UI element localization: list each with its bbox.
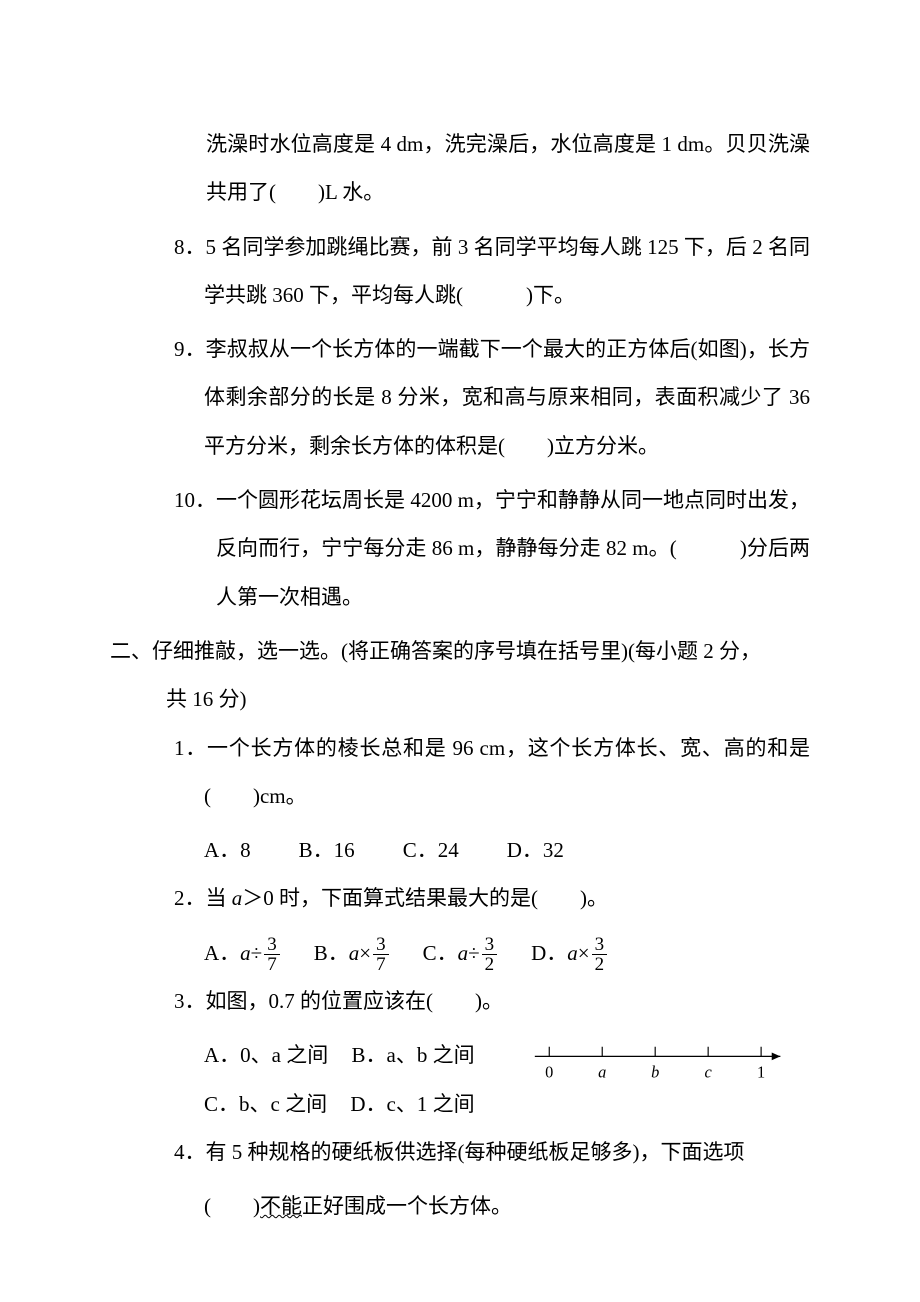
frac-num: 3 (482, 935, 498, 955)
s2q3-num: 3． (174, 989, 206, 1013)
s2q3-opts-row2: C．b、c 之间 D．c、1 之间 (204, 1080, 530, 1128)
svg-text:a: a (598, 1063, 606, 1082)
s2q3-opt-a: A．0、a 之间 (204, 1043, 328, 1067)
s2q2-opt-b-var: a (349, 941, 360, 965)
s2q3-opt-c: C．b、c 之间 (204, 1092, 327, 1116)
section2-cont: 共 16 分) (166, 687, 247, 711)
q7-continuation: 洗澡时水位高度是 4 dm，洗完澡后，水位高度是 1 dm。贝贝洗澡共用了( )… (110, 120, 810, 217)
s2q2-opt-c-op: ÷ (468, 941, 480, 965)
fraction-icon: 37 (264, 935, 280, 974)
s2q3-text: 如图，0.7 的位置应该在( )。 (206, 989, 504, 1013)
s2q3-row: A．0、a 之间 B．a、b 之间 C．b、c 之间 D．c、1 之间 0 a b c… (110, 1031, 810, 1128)
s2q2-post: ＞0 时，下面算式结果最大的是( )。 (242, 886, 608, 910)
s2q2-var: a (232, 886, 243, 910)
s2q4-tail: 正好围成一个长方体。 (302, 1194, 512, 1218)
s2q1-opt-a: A．8 (204, 826, 251, 874)
s2q2-options: A．a÷37 B．a×37 C．a÷32 D．a×32 (110, 929, 810, 977)
s2q4-blank: ( ) (204, 1194, 260, 1218)
s2q1: 1．一个长方体的棱长总和是 96 cm，这个长方体长、宽、高的和是( )cm。 (110, 724, 810, 821)
svg-text:0: 0 (545, 1063, 553, 1082)
frac-num: 3 (373, 935, 389, 955)
q10: 10．一个圆形花坛周长是 4200 m，宁宁和静静从同一地点同时出发，反向而行，… (110, 476, 810, 621)
q10-text: 一个圆形花坛周长是 4200 m，宁宁和静静从同一地点同时出发，反向而行，宁宁每… (216, 488, 810, 609)
section2-heading-cont: 共 16 分) (110, 675, 810, 723)
frac-den: 7 (373, 955, 389, 974)
s2q3-opt-d: D．c、1 之间 (350, 1092, 474, 1116)
s2q2-opt-a-var: a (240, 941, 251, 965)
s2q4: 4．有 5 种规格的硬纸板供选择(每种硬纸板足够多)，下面选项 (110, 1128, 810, 1176)
s2q2-opt-d-var: a (567, 941, 578, 965)
fraction-icon: 37 (373, 935, 389, 974)
s2q3-options: A．0、a 之间 B．a、b 之间 C．b、c 之间 D．c、1 之间 (204, 1031, 530, 1128)
q9-text: 李叔叔从一个长方体的一端截下一个最大的正方体后(如图)，长方体剩余部分的长是 8… (204, 337, 810, 458)
fraction-icon: 32 (482, 935, 498, 974)
s2q2-opt-d-label: D． (531, 941, 567, 965)
s2q2: 2．当 a＞0 时，下面算式结果最大的是( )。 (110, 874, 810, 922)
s2q1-opt-c: C．24 (403, 826, 459, 874)
s2q2-opt-b-label: B． (314, 941, 349, 965)
q9: 9．李叔叔从一个长方体的一端截下一个最大的正方体后(如图)，长方体剩余部分的长是… (110, 325, 810, 470)
section2-title: 二、仔细推敲，选一选。(将正确答案的序号填在括号里)(每小题 2 分， (110, 639, 761, 663)
s2q4-emph: 不能 (260, 1194, 302, 1218)
s2q2-opt-a-label: A． (204, 941, 240, 965)
s2q4-line1: 有 5 种规格的硬纸板供选择(每种硬纸板足够多)，下面选项 (206, 1140, 745, 1164)
numberline-icon: 0 a b c 1 (530, 1041, 790, 1091)
s2q2-num: 2． (174, 886, 206, 910)
q8: 8．5 名同学参加跳绳比赛，前 3 名同学平均每人跳 125 下，后 2 名同学… (110, 223, 810, 320)
q7-text: 洗澡时水位高度是 4 dm，洗完澡后，水位高度是 1 dm。贝贝洗澡共用了( )… (206, 132, 810, 204)
s2q2-opt-d-op: × (578, 941, 590, 965)
s2q3-opt-b: B．a、b 之间 (352, 1043, 475, 1067)
s2q1-opt-d: D．32 (507, 826, 564, 874)
fraction-icon: 32 (592, 935, 608, 974)
s2q2-opt-c-var: a (458, 941, 469, 965)
s2q4-line2: ( )不能正好围成一个长方体。 (110, 1182, 810, 1230)
s2q1-options: A．8 B．16 C．24 D．32 (110, 826, 810, 874)
frac-num: 3 (592, 935, 608, 955)
q10-num: 10． (174, 488, 216, 512)
s2q1-text: 一个长方体的棱长总和是 96 cm，这个长方体长、宽、高的和是( )cm。 (204, 736, 810, 808)
q8-text: 5 名同学参加跳绳比赛，前 3 名同学平均每人跳 125 下，后 2 名同学共跳… (204, 235, 810, 307)
section2-heading: 二、仔细推敲，选一选。(将正确答案的序号填在括号里)(每小题 2 分， (110, 627, 810, 675)
svg-text:b: b (651, 1063, 659, 1082)
s2q4-num: 4． (174, 1140, 206, 1164)
s2q2-opt-c-label: C． (423, 941, 458, 965)
s2q2-opt-b: B．a×37 (314, 929, 391, 977)
s2q2-opt-d: D．a×32 (531, 929, 609, 977)
s2q3-figure: 0 a b c 1 (530, 1031, 810, 1108)
s2q2-opt-a: A．a÷37 (204, 929, 282, 977)
s2q2-opt-c: C．a÷32 (423, 929, 500, 977)
frac-den: 2 (482, 955, 498, 974)
q9-num: 9． (174, 337, 206, 361)
s2q2-pre: 当 (206, 886, 232, 910)
svg-text:1: 1 (757, 1063, 765, 1082)
s2q3: 3．如图，0.7 的位置应该在( )。 (110, 977, 810, 1025)
s2q1-opt-b: B．16 (299, 826, 355, 874)
q8-num: 8． (174, 235, 206, 259)
s2q3-opts-row1: A．0、a 之间 B．a、b 之间 (204, 1031, 530, 1079)
s2q2-opt-a-op: ÷ (251, 941, 263, 965)
frac-den: 7 (264, 955, 280, 974)
s2q2-opt-b-op: × (359, 941, 371, 965)
frac-den: 2 (592, 955, 608, 974)
svg-text:c: c (705, 1063, 713, 1082)
s2q1-num: 1． (174, 736, 207, 760)
frac-num: 3 (264, 935, 280, 955)
